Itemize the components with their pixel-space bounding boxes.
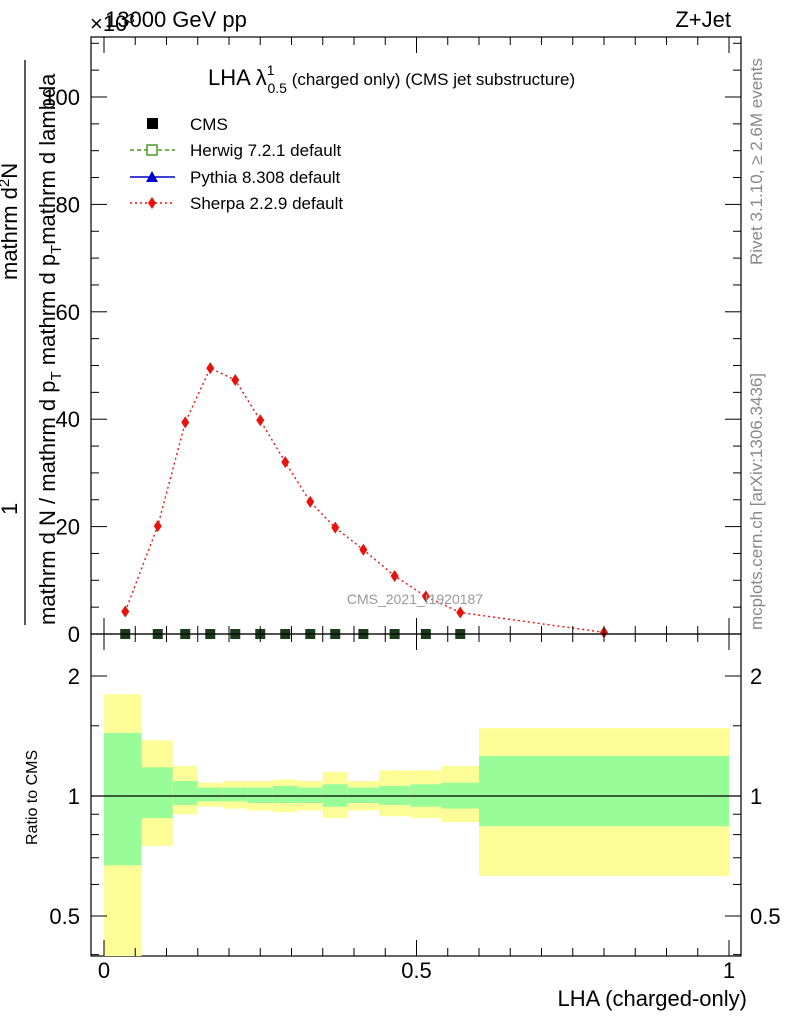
sherpa-point <box>231 373 240 386</box>
x-tick-label: 0.5 <box>401 958 432 983</box>
main-y-tick-label: 60 <box>56 300 80 325</box>
ratio-y-tick-label: 1 <box>68 784 80 809</box>
legend-herwig-marker <box>146 144 158 156</box>
legend-cms-marker <box>147 118 158 129</box>
sherpa-point <box>456 606 465 619</box>
main-y-tick-label: 20 <box>56 515 80 540</box>
plot-title: LHA λ1 0.5 (charged only) (CMS jet substr… <box>208 62 575 96</box>
main-y-tick-label: 40 <box>56 407 80 432</box>
mcplots-label: mcplots.cern.ch [arXiv:1306.3436] <box>747 373 766 630</box>
ratio-green-band <box>272 785 298 804</box>
main-y-tick-label: 80 <box>56 192 80 217</box>
ratio-green-band <box>172 781 198 805</box>
sherpa-point <box>421 590 430 603</box>
ratio-y-tick-label-right: 0.5 <box>750 904 781 929</box>
ratio-green-band <box>379 785 411 805</box>
process-label: Z+Jet <box>675 7 731 32</box>
ratio-y-tick-label: 0.5 <box>49 904 80 929</box>
y-title-numerator-1: 1 <box>0 503 22 515</box>
main-y-title: mathrm d N / mathrm d pT mathrm d pTmath… <box>35 73 65 625</box>
ratio-green-band <box>197 787 223 802</box>
legend-pythia-label: Pythia 8.308 default <box>190 168 341 187</box>
plot-title-sub: 0.5 <box>268 80 288 96</box>
plot-title-main: LHA λ <box>208 65 267 90</box>
ratio-y-tick-label-right: 2 <box>750 664 762 689</box>
main-y-tick-label: 0 <box>68 622 80 647</box>
y-title-numerator-2: mathrm d2N <box>0 163 22 280</box>
sherpa-point <box>359 543 368 556</box>
legend-sherpa-label: Sherpa 2.2.9 default <box>190 194 343 213</box>
ratio-y-label: Ratio to CMS <box>24 750 41 845</box>
ratio-bands <box>91 694 741 956</box>
x-tick-label: 1 <box>723 958 735 983</box>
ratio-axis-ticks: 0.5 0.5 1 1 2 2 <box>49 664 781 956</box>
ratio-y-tick-label: 2 <box>68 664 80 689</box>
ratio-green-band <box>297 787 323 804</box>
main-y-tick-label: 100 <box>43 85 80 110</box>
sherpa-point <box>306 495 315 508</box>
main-axis-ticks: 0 20 40 60 80 100 <box>43 42 741 647</box>
sherpa-point <box>390 570 399 583</box>
y-title-denominator: mathrm d N / mathrm d pT mathrm d pTmath… <box>35 73 65 625</box>
rivet-label: Rivet 3.1.10, ≥ 2.6M events <box>747 58 766 265</box>
energy-label: 13000 GeV pp <box>105 7 247 32</box>
x-axis-ticks: 0 0.5 1 <box>98 37 735 983</box>
watermark: CMS_2021_I1920187 <box>347 591 483 607</box>
legend-pythia-marker <box>146 171 158 182</box>
legend-herwig-label: Herwig 7.2.1 default <box>190 141 341 160</box>
ratio-green-band <box>247 787 273 804</box>
ratio-green-band <box>479 755 729 827</box>
sherpa-point <box>206 362 215 375</box>
ratio-green-band <box>222 787 248 802</box>
ratio-green-band <box>141 767 173 819</box>
sherpa-point <box>331 521 340 534</box>
legend-sherpa-marker <box>148 197 156 209</box>
legend-cms-label: CMS <box>190 115 228 134</box>
ratio-green-band <box>347 787 379 804</box>
sherpa-point <box>281 456 290 469</box>
sherpa-point <box>181 416 190 429</box>
multiplier-label: ×103 <box>90 11 135 36</box>
sherpa-point <box>153 520 162 533</box>
x-axis-label: LHA (charged-only) <box>557 986 747 1011</box>
main-plot-frame <box>90 36 742 635</box>
sherpa-point <box>121 605 130 618</box>
sherpa-point <box>256 414 265 427</box>
plot-title-sup: 1 <box>267 62 275 78</box>
x-tick-label: 0 <box>98 958 110 983</box>
ratio-green-band <box>104 732 142 866</box>
ratio-y-tick-label-right: 1 <box>750 784 762 809</box>
legend: CMS Herwig 7.2.1 default Pythia 8.308 de… <box>130 115 343 213</box>
plot-title-rest: (charged only) (CMS jet substructure) <box>287 70 575 89</box>
sherpa-line <box>124 367 605 634</box>
main-y-title-numerator: 1 mathrm d2N <box>0 163 22 515</box>
